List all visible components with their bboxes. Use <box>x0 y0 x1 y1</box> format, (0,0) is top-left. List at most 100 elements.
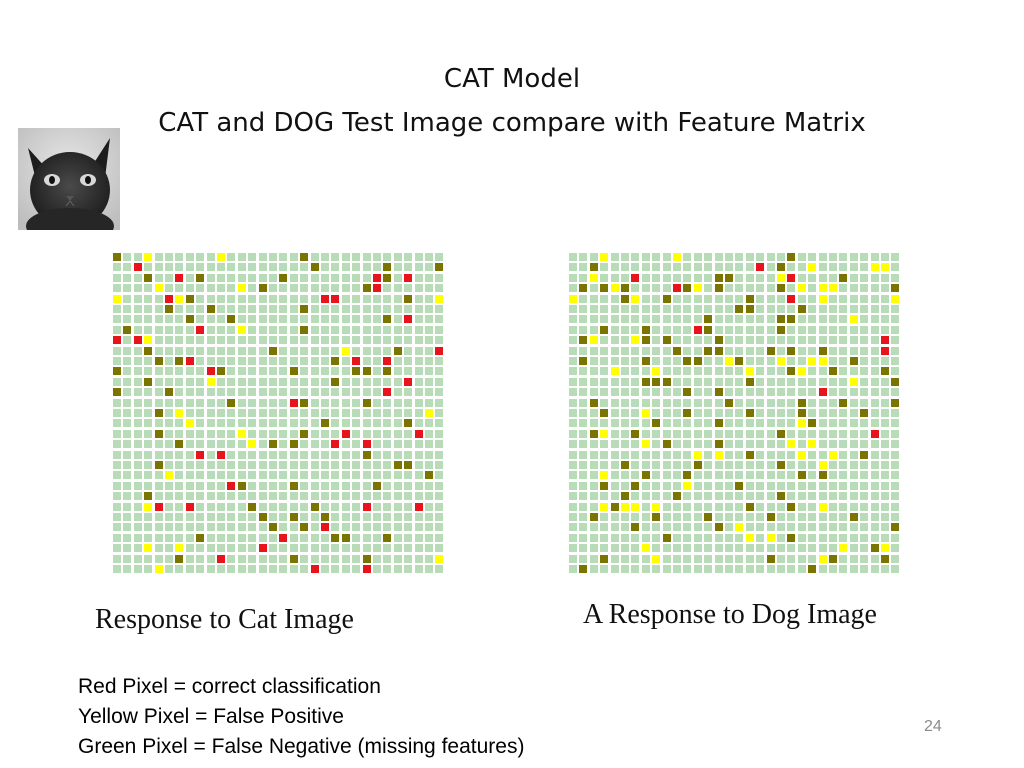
grid-cell-olive <box>352 367 361 376</box>
grid-cell <box>860 481 869 490</box>
grid-cell-olive <box>165 305 173 313</box>
grid-cell-red <box>404 315 413 324</box>
grid-cell <box>787 284 796 293</box>
grid-cell-olive <box>227 398 236 407</box>
grid-cell <box>435 544 444 553</box>
grid-cell <box>321 544 329 553</box>
grid-cell <box>683 398 692 407</box>
grid-cell <box>693 554 702 563</box>
grid-cell <box>435 440 444 449</box>
grid-cell <box>258 419 267 428</box>
grid-cell <box>631 565 640 573</box>
grid-cell <box>891 419 900 428</box>
grid-cell-olive <box>621 284 629 293</box>
grid-cell <box>600 294 609 303</box>
grid-cell <box>808 554 817 563</box>
grid-cell <box>206 544 215 553</box>
grid-cell-olive <box>777 492 785 501</box>
grid-cell <box>362 273 371 282</box>
grid-cell <box>237 346 246 355</box>
grid-cell <box>331 544 340 553</box>
grid-cell <box>289 357 298 365</box>
grid-cell <box>269 554 277 563</box>
grid-cell <box>797 565 806 573</box>
grid-cell <box>248 419 257 428</box>
legend-green: Green Pixel = False Negative (missing fe… <box>78 735 525 758</box>
grid-cell <box>352 377 361 386</box>
grid-cell <box>310 513 319 521</box>
grid-cell <box>849 429 858 438</box>
grid-cell <box>839 336 848 345</box>
grid-cell-olive <box>331 533 340 542</box>
grid-cell <box>735 471 744 480</box>
grid-cell <box>641 388 650 397</box>
grid-cell <box>735 544 744 553</box>
grid-cell <box>662 263 671 272</box>
grid-cell <box>621 409 629 417</box>
grid-cell <box>714 409 723 417</box>
grid-cell <box>860 440 869 449</box>
grid-cell <box>154 253 163 261</box>
grid-cell-red <box>362 440 371 449</box>
grid-cell <box>352 419 361 428</box>
grid-cell <box>144 523 153 532</box>
grid-cell <box>579 409 588 417</box>
grid-cell <box>123 294 132 303</box>
grid-cell <box>849 461 858 469</box>
grid-cell <box>404 253 413 261</box>
grid-cell <box>652 336 661 345</box>
grid-cell <box>123 253 132 261</box>
grid-cell <box>641 513 650 521</box>
grid-cell <box>589 461 598 469</box>
grid-cell <box>362 357 371 365</box>
grid-cell <box>175 253 184 261</box>
grid-cell-olive <box>289 554 298 563</box>
grid-cell-yellow <box>808 263 817 272</box>
grid-cell <box>237 305 246 313</box>
grid-cell <box>414 357 423 365</box>
grid-cell <box>383 284 392 293</box>
grid-cell <box>185 513 194 521</box>
grid-cell <box>206 513 215 521</box>
grid-cell <box>393 253 402 261</box>
grid-cell-red <box>175 273 184 282</box>
grid-cell <box>425 253 433 261</box>
grid-cell <box>766 336 775 345</box>
grid-cell-olive <box>589 263 598 272</box>
grid-cell <box>331 523 340 532</box>
grid-cell <box>227 284 236 293</box>
grid-cell <box>797 533 806 542</box>
grid-cell <box>589 450 598 459</box>
grid-cell <box>787 419 796 428</box>
grid-cell <box>237 513 246 521</box>
grid-cell-olive <box>787 502 796 511</box>
grid-cell <box>248 492 257 501</box>
grid-cell <box>693 429 702 438</box>
grid-cell <box>756 336 765 345</box>
grid-cell <box>393 398 402 407</box>
grid-cell <box>631 325 640 334</box>
grid-cell <box>425 388 433 397</box>
grid-cell <box>610 471 619 480</box>
grid-cell <box>683 367 692 376</box>
grid-cell <box>839 263 848 272</box>
grid-cell-olive <box>735 481 744 490</box>
grid-cell-olive <box>196 533 205 542</box>
grid-cell-olive <box>362 284 371 293</box>
grid-cell <box>352 471 361 480</box>
grid-cell <box>662 481 671 490</box>
grid-cell-olive <box>589 398 598 407</box>
grid-cell <box>133 315 142 324</box>
grid-cell <box>300 492 309 501</box>
grid-cell <box>600 388 609 397</box>
grid-cell <box>569 471 577 480</box>
grid-cell <box>787 544 796 553</box>
grid-cell <box>341 315 350 324</box>
grid-cell <box>258 325 267 334</box>
grid-cell <box>310 554 319 563</box>
grid-cell <box>196 388 205 397</box>
grid-cell <box>652 461 661 469</box>
grid-cell <box>797 429 806 438</box>
grid-cell-olive <box>641 357 650 365</box>
grid-cell <box>756 284 765 293</box>
